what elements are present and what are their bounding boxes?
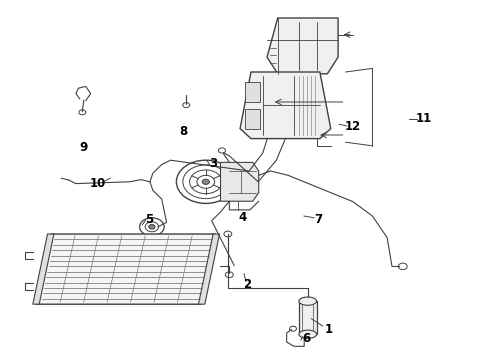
Text: 12: 12 <box>344 120 361 132</box>
Bar <box>245 82 260 102</box>
Ellipse shape <box>299 297 317 305</box>
Polygon shape <box>267 18 338 74</box>
Text: 11: 11 <box>416 112 432 125</box>
Polygon shape <box>240 72 331 139</box>
Ellipse shape <box>299 330 317 338</box>
Text: 4: 4 <box>239 211 246 224</box>
Text: 2: 2 <box>244 278 251 291</box>
Text: 9: 9 <box>79 141 87 154</box>
Circle shape <box>149 225 155 229</box>
Text: 8: 8 <box>180 125 188 138</box>
Circle shape <box>202 179 209 184</box>
Text: 6: 6 <box>302 332 310 345</box>
Bar <box>245 109 260 129</box>
Text: 3: 3 <box>209 157 217 170</box>
Polygon shape <box>198 234 220 304</box>
Polygon shape <box>37 234 216 304</box>
Text: 7: 7 <box>315 213 322 226</box>
Polygon shape <box>220 162 259 201</box>
Text: 10: 10 <box>90 177 106 190</box>
Bar <box>299 301 317 334</box>
Polygon shape <box>33 234 54 304</box>
Text: 5: 5 <box>146 213 153 226</box>
Text: 1: 1 <box>324 323 332 336</box>
